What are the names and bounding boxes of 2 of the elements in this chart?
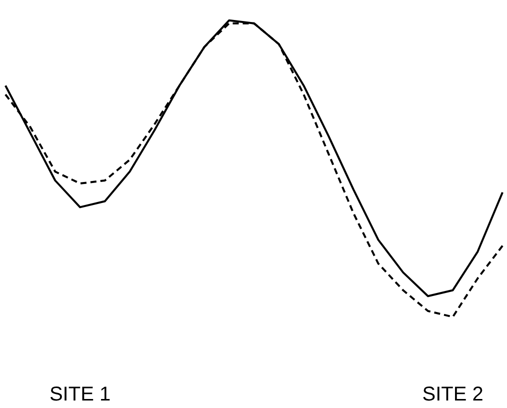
x-tick-label: SITE 1: [49, 384, 111, 406]
x-tick-label: SITE 2: [422, 384, 484, 406]
